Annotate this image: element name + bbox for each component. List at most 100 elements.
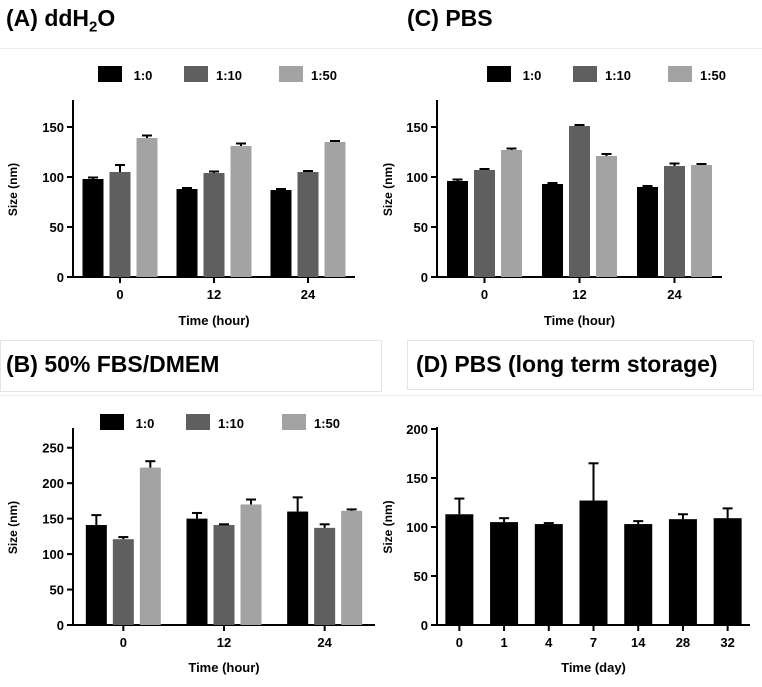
bar-c [474,170,495,277]
bar-a [109,172,131,277]
bar-a [230,146,252,277]
x-axis-label-c: Time (hour) [544,313,615,328]
y-tick-label-b: 200 [42,476,64,491]
legend-swatch-c [668,66,692,82]
legend-swatch-a [98,66,122,82]
y-tick-label-d: 50 [414,569,428,584]
y-tick-label-d: 150 [406,471,428,486]
bar-a [136,138,158,277]
x-tick-label-b: 24 [317,635,332,650]
y-tick-label-b: 150 [42,512,64,527]
x-tick-label-b: 12 [217,635,231,650]
x-tick-label-d: 0 [456,635,463,650]
legend-swatch-c [573,66,597,82]
bar-a [176,189,198,277]
chart-b-svg: 0 50 100 150 200 250 Size (nm) Time (hour) 0 12 24… [6,414,375,675]
legend-swatch-b [186,414,210,430]
y-tick-label-a: 50 [50,220,64,235]
panel-a-title-prefix: (A) ddH [6,5,90,31]
panel-a-title-suffix: O [97,5,116,31]
y-tick-label-a: 150 [42,120,64,135]
x-tick-label-a: 12 [207,287,221,302]
bar-b [314,527,336,625]
legend-swatch-b [282,414,306,430]
legend-label-a: 1:50 [311,68,337,83]
bar-d [713,518,742,625]
legend-swatch-b [100,414,124,430]
legend-label-b: 1:50 [314,416,340,431]
bar-a [270,190,292,277]
y-tick-label-c: 100 [406,170,428,185]
x-tick-label-a: 24 [301,287,316,302]
chart-c-svg: 0 50 100 150 Size (nm) Time (hour) 0 12 24 1:0 1:1… [381,66,726,328]
x-tick-label-d: 1 [500,635,507,650]
y-tick-label-b: 100 [42,547,64,562]
x-tick-label-d: 14 [631,635,646,650]
bar-b [213,525,235,625]
x-tick-label-c: 12 [572,287,586,302]
y-tick-label-d: 100 [406,520,428,535]
y-axis-label-a: Size (nm) [6,163,20,216]
y-tick-label-a: 100 [42,170,64,185]
chart-panel-c: 0 50 100 150 Size (nm) Time (hour) 0 12 24 1:0 1:1… [375,48,762,339]
legend-label-b: 1:10 [218,416,244,431]
bar-c [596,156,617,277]
panel-d-title-box [407,340,754,390]
legend-label-a: 1:0 [134,68,153,83]
bar-b [186,518,208,625]
bar-b [139,467,161,625]
bar-c [542,184,563,277]
bar-b [240,504,262,625]
x-axis-label-b: Time (hour) [188,660,259,675]
chart-a-svg: 0 50 100 150 Size (nm) Time (hour) 0 12 24 1:0 1:1… [6,66,355,328]
bar-a [203,173,225,277]
bar-c [691,165,712,277]
bar-b [112,539,134,625]
y-axis-label-d: Size (nm) [381,500,395,553]
x-tick-label-d: 32 [720,635,734,650]
bar-a [82,179,104,277]
bar-b [287,511,309,625]
bar-d [490,522,519,625]
y-axis-label-c: Size (nm) [381,163,395,216]
y-tick-label-c: 0 [421,270,428,285]
bar-c [501,150,522,277]
legend-label-a: 1:10 [216,68,242,83]
chart-panel-d: 0 50 100 150 200 Size (nm) Time (day) 0 1 4 7 14 28 3… [375,395,762,682]
bar-c [569,126,590,277]
legend-swatch-c [487,66,511,82]
bar-a [324,142,346,277]
bar-b [85,525,107,625]
panel-c-title: (C) PBS [407,5,493,31]
y-tick-label-c: 50 [414,220,428,235]
y-tick-label-b: 50 [50,583,64,598]
legend-label-c: 1:50 [700,68,726,83]
x-tick-label-b: 0 [120,635,127,650]
x-tick-label-d: 7 [590,635,597,650]
bar-a [297,172,319,277]
x-axis-label-d: Time (day) [561,660,626,675]
bar-c [637,187,658,277]
y-tick-label-a: 0 [57,270,64,285]
y-axis-label-b: Size (nm) [6,501,20,554]
panel-b-title-box [0,340,382,392]
x-tick-label-c: 24 [667,287,682,302]
bar-b [341,510,363,625]
panel-a-title: (A) ddH2O [6,5,115,36]
legend-label-b: 1:0 [136,416,155,431]
y-tick-label-b: 250 [42,441,64,456]
bar-d [668,519,697,625]
legend-label-c: 1:10 [605,68,631,83]
y-tick-label-c: 150 [406,120,428,135]
bar-d [534,524,563,625]
legend-swatch-a [279,66,303,82]
bar-d [624,524,653,625]
x-tick-label-d: 28 [676,635,690,650]
chart-panel-b: 0 50 100 150 200 250 Size (nm) Time (hour) 0 12 24… [0,395,390,682]
panel-a-title-subscript: 2 [89,18,98,36]
bar-d [579,500,608,625]
y-tick-label-b: 0 [57,618,64,633]
legend-label-c: 1:0 [523,68,542,83]
x-tick-label-a: 0 [116,287,123,302]
